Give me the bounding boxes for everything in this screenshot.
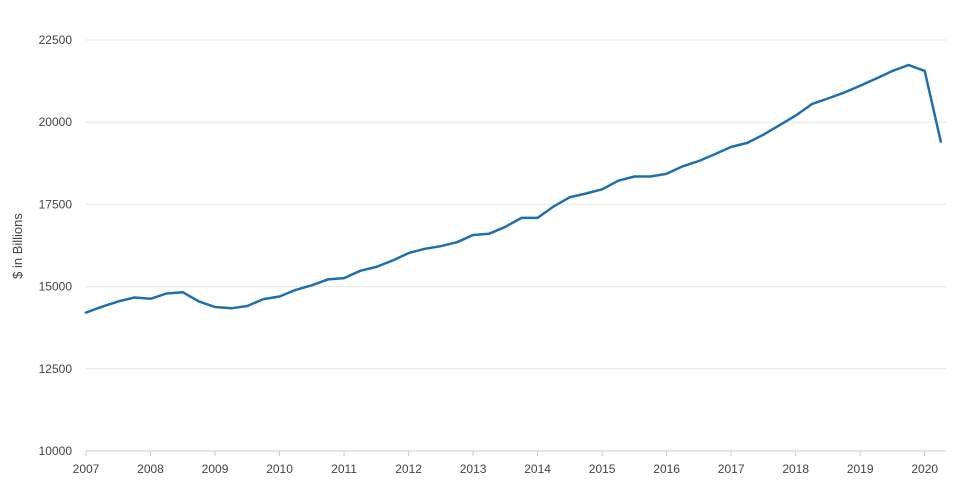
series-line-0 (84, 63, 943, 314)
y-tick-label-20000: 20000 (39, 115, 73, 129)
x-tick-label-2017: 2017 (718, 462, 745, 476)
x-tick-label-2018: 2018 (782, 462, 809, 476)
y-tick-label-12500: 12500 (39, 362, 73, 376)
x-tick-labels: 2007 2008 2009 2010 2011 2012 2013 2014 2015 2016… (73, 462, 939, 476)
x-tick-label-2012: 2012 (395, 462, 422, 476)
axes (85, 450, 946, 456)
x-tick-label-2010: 2010 (266, 462, 293, 476)
x-tick-label-2009: 2009 (202, 462, 229, 476)
x-tick-label-2008: 2008 (137, 462, 164, 476)
x-tick-label-2011: 2011 (331, 462, 357, 476)
x-tick-label-2016: 2016 (653, 462, 680, 476)
gridlines (86, 39, 946, 370)
x-tick-label-2014: 2014 (524, 462, 551, 476)
y-tick-label-10000: 10000 (39, 444, 73, 458)
x-tick-label-2015: 2015 (589, 462, 616, 476)
y-tick-label-15000: 15000 (39, 280, 73, 294)
y-axis-title: $ in Billions (10, 213, 25, 279)
y-tick-label-22500: 22500 (39, 33, 73, 47)
x-tick-label-2020: 2020 (911, 462, 938, 476)
series (84, 63, 943, 314)
x-tick-label-2007: 2007 (73, 462, 100, 476)
y-tick-labels: 10000 12500 15000 17500 20000 22500 (39, 33, 73, 458)
y-tick-label-17500: 17500 (39, 197, 73, 211)
x-tick-label-2013: 2013 (460, 462, 487, 476)
x-tick-label-2019: 2019 (847, 462, 874, 476)
